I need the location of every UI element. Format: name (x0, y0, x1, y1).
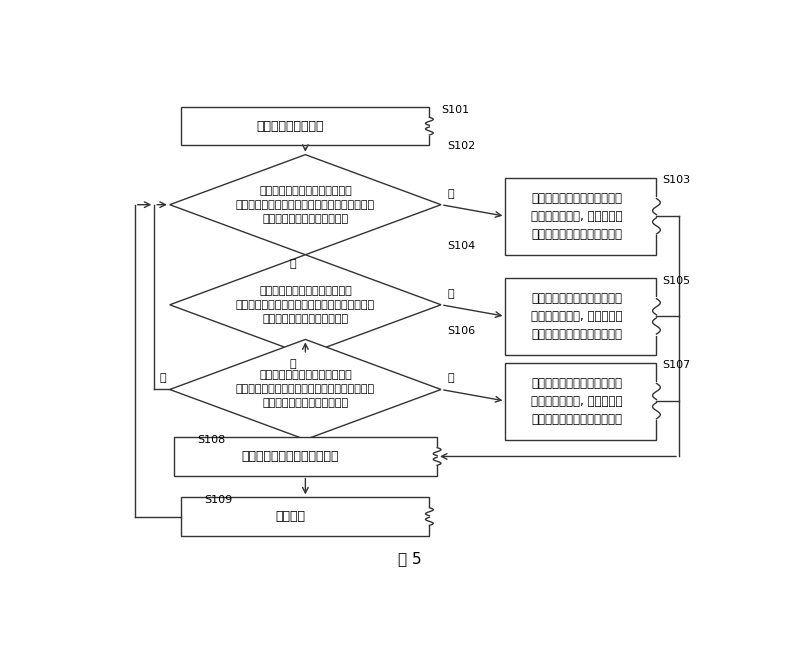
Text: 否: 否 (290, 259, 296, 269)
Text: S102: S102 (447, 141, 475, 151)
Text: S103: S103 (662, 175, 690, 186)
Bar (428, 507, 433, 526)
Text: 断开第一、第二区的感应加热
线圈与电源模块, 接通第三温
区的感应加热线圈与电源模块: 断开第一、第二区的感应加热 线圈与电源模块, 接通第三温 区的感应加热线圈与电源… (531, 377, 622, 426)
Bar (428, 116, 433, 136)
Text: 所述控制模块进行采样对比，判
断第三温区的所述热电阻测得的实时温度数值是
否小于预存的该温区目标温度: 所述控制模块进行采样对比，判 断第三温区的所述热电阻测得的实时温度数值是 否小于… (236, 371, 375, 408)
Bar (655, 382, 659, 421)
Bar (506, 178, 657, 255)
Text: 所述控制模块进行采样对比，判
断第一温区的所述热电阻测得的实时温度数值是
否小于预存的该温区目标温度: 所述控制模块进行采样对比，判 断第一温区的所述热电阻测得的实时温度数值是 否小于… (236, 186, 375, 224)
Bar (174, 437, 437, 476)
Text: S104: S104 (447, 241, 475, 251)
Text: S105: S105 (662, 276, 690, 285)
Text: S101: S101 (441, 105, 469, 115)
Bar (655, 297, 659, 336)
Bar (506, 362, 657, 439)
Text: 图 5: 图 5 (398, 551, 422, 566)
Polygon shape (170, 340, 441, 439)
Bar (435, 447, 440, 466)
Bar (655, 197, 659, 236)
Bar (182, 107, 430, 146)
Text: 是: 是 (447, 373, 454, 383)
Text: 加热结束: 加热结束 (275, 510, 305, 523)
Text: 是: 是 (447, 188, 454, 199)
Text: S109: S109 (205, 495, 233, 505)
Polygon shape (170, 155, 441, 255)
Text: S108: S108 (197, 435, 225, 445)
Text: S106: S106 (447, 325, 475, 336)
Bar (506, 278, 657, 355)
Text: 所述加热辊开始工作: 所述加热辊开始工作 (256, 120, 324, 133)
Text: 对被接通的温区进行电磁加热: 对被接通的温区进行电磁加热 (241, 450, 338, 463)
Text: 断开第一、第三区的感应加热
线圈与电源模块, 接通第二温
区的感应加热线圈与电源模块: 断开第一、第三区的感应加热 线圈与电源模块, 接通第二温 区的感应加热线圈与电源… (531, 292, 622, 341)
Polygon shape (170, 255, 441, 355)
Text: 断开第二、第三区的感应加热
线圈与电源模块, 接通第一温
区的感应加热线圈与电源模块: 断开第二、第三区的感应加热 线圈与电源模块, 接通第一温 区的感应加热线圈与电源… (531, 192, 622, 241)
Text: 否: 否 (290, 358, 296, 369)
Text: 是: 是 (447, 289, 454, 299)
Text: 否: 否 (159, 373, 166, 383)
Bar (182, 498, 430, 536)
Text: 所述控制模块进行采样对比，判
断第二温区的所述热电阻测得的实时温度数值是
否小于预存的该温区目标温度: 所述控制模块进行采样对比，判 断第二温区的所述热电阻测得的实时温度数值是 否小于… (236, 286, 375, 324)
Text: S107: S107 (662, 360, 690, 370)
